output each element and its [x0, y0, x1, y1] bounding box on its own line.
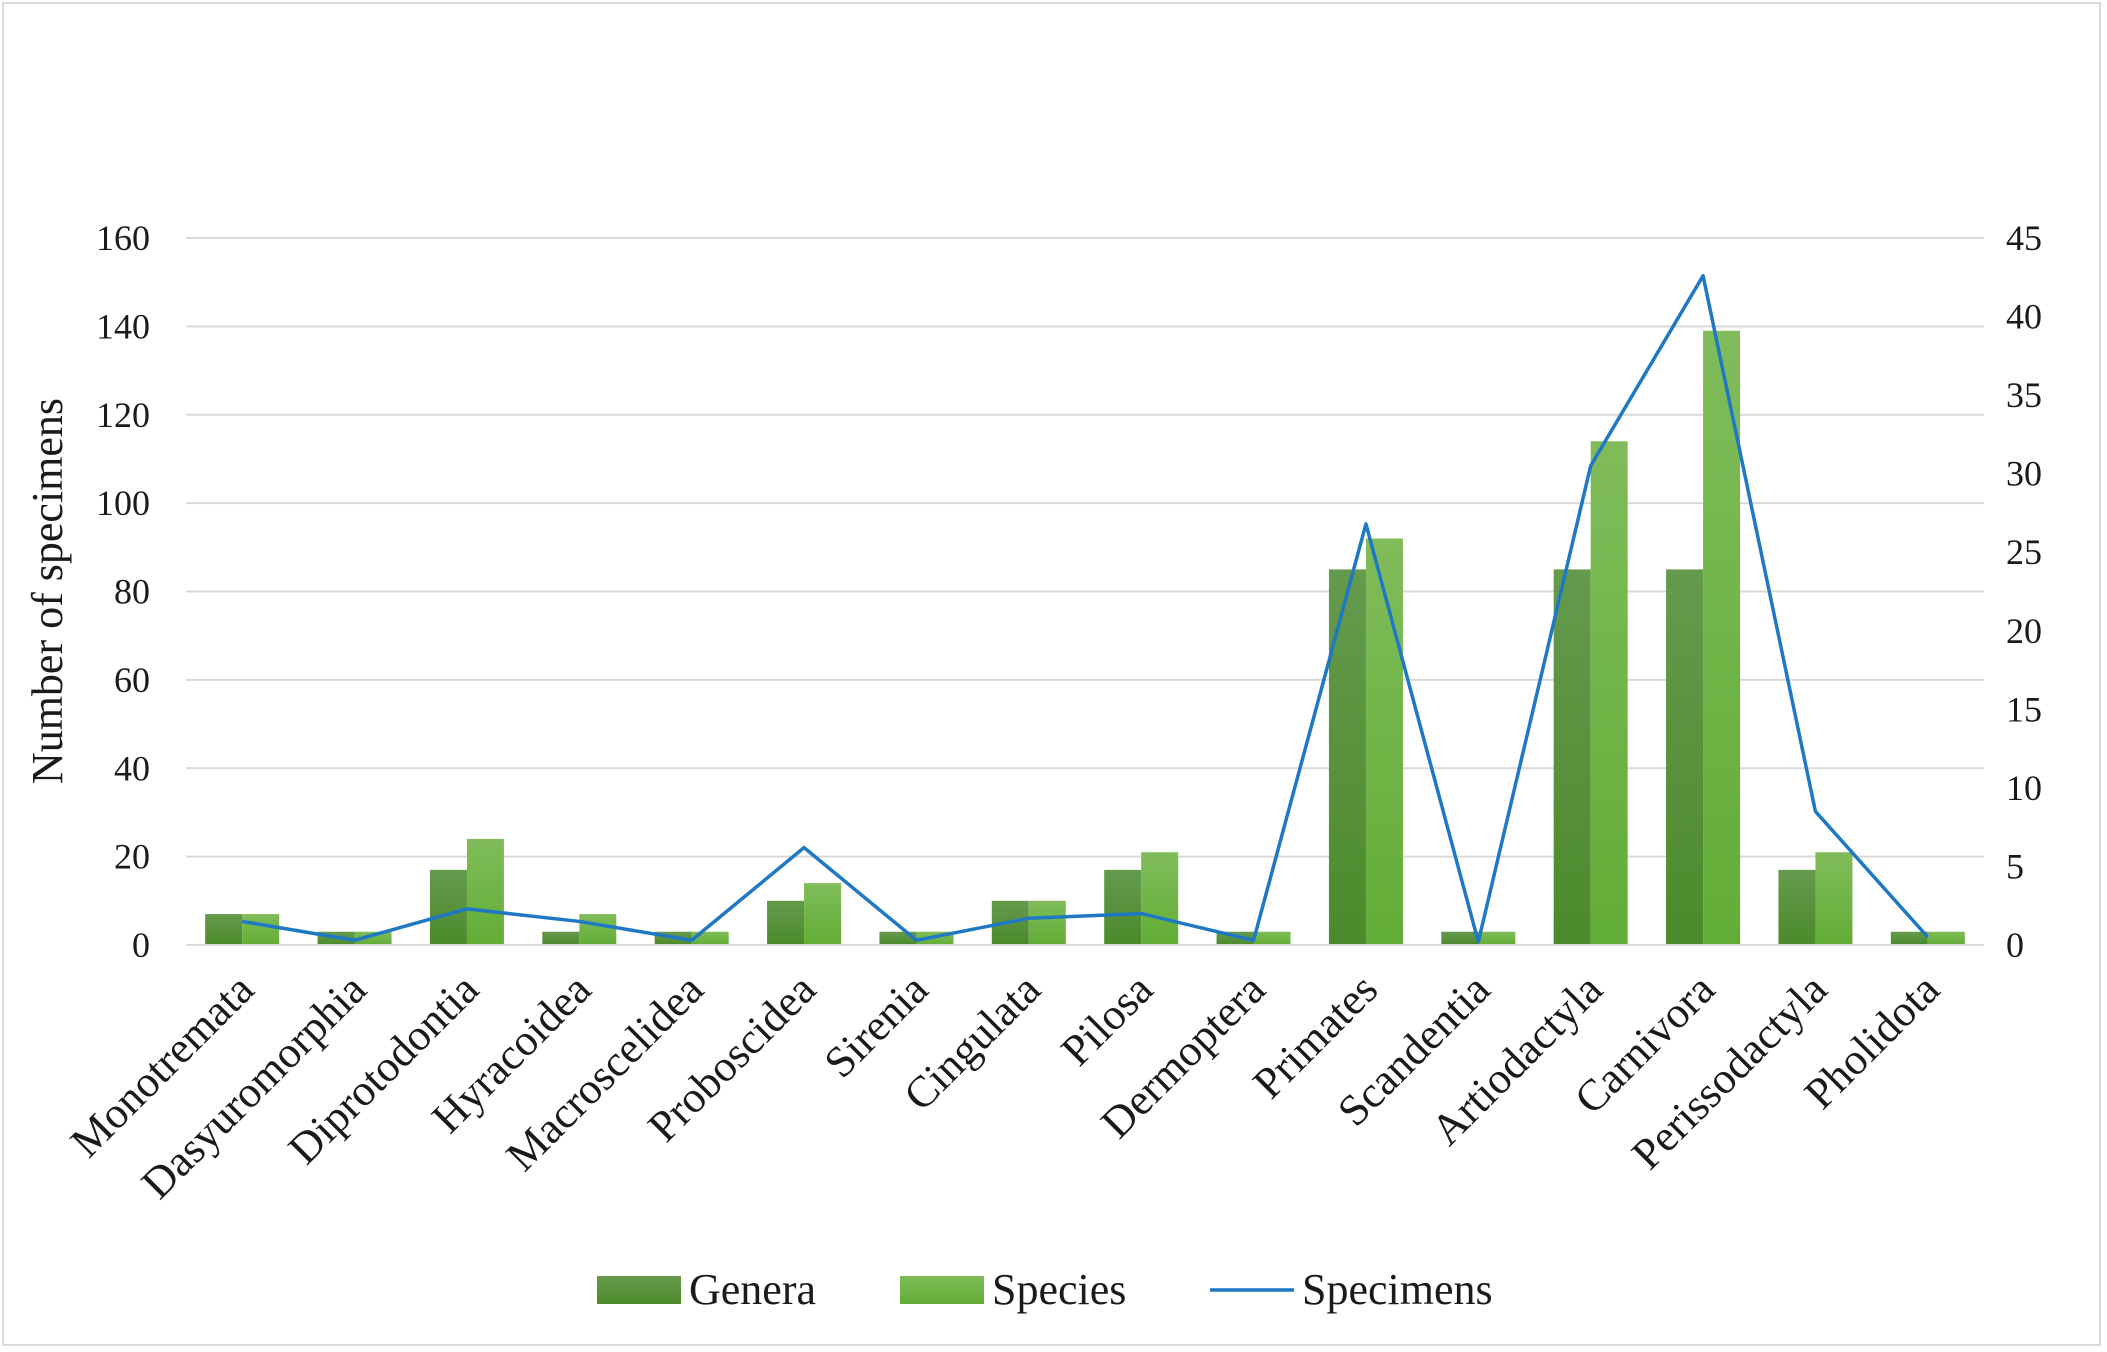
- species-bar: [579, 914, 617, 945]
- genera-bar: [1778, 869, 1816, 945]
- genera-bar: [205, 914, 243, 945]
- y2-tick-label: 35: [2006, 375, 2042, 415]
- y-tick-label: 140: [96, 306, 150, 346]
- genera-bar: [429, 869, 467, 945]
- y2-tick-label: 40: [2006, 297, 2042, 337]
- genera-bar: [1890, 931, 1928, 945]
- combo-chart: 0 20 40 60 80 100 120 140 160 0 5 10 15 20 25 30 35 40 45 M…: [23, 218, 2042, 1314]
- species-bar: [804, 883, 842, 945]
- y-axis-title: Number of specimens: [23, 398, 72, 784]
- species-bar: [1028, 900, 1066, 945]
- species-bar: [1253, 931, 1291, 945]
- y-tick-label: 20: [114, 837, 150, 877]
- y-tick-label: 0: [132, 925, 150, 965]
- category-label: Perissodactyla: [1622, 964, 1836, 1178]
- legend-swatch-species: [900, 1276, 984, 1304]
- axes: 0 20 40 60 80 100 120 140 160 0 5 10 15 20 25 30 35 40 45 M…: [61, 218, 2042, 1208]
- species-bar: [1703, 330, 1741, 945]
- legend-label-specimens: Specimens: [1302, 1265, 1493, 1314]
- y-tick-label: 120: [96, 395, 150, 435]
- species-bar: [242, 914, 280, 945]
- species-bar: [691, 931, 729, 945]
- y2-tick-label: 5: [2006, 846, 2024, 886]
- genera-bar: [542, 931, 580, 945]
- species-bar: [1927, 931, 1965, 945]
- legend-label-genera: Genera: [689, 1265, 816, 1314]
- genera-bar: [767, 900, 805, 945]
- legend: Genera Species Specimens: [597, 1265, 1493, 1314]
- species-bar: [1141, 852, 1179, 945]
- legend-label-species: Species: [992, 1265, 1126, 1314]
- species-bar: [466, 838, 504, 945]
- genera-bar: [1328, 569, 1366, 945]
- specimens-polyline: [241, 273, 1930, 944]
- genera-bar: [1666, 569, 1704, 945]
- genera-bar: [1441, 931, 1479, 945]
- y2-tick-label: 30: [2006, 454, 2042, 494]
- y-tick-label: 80: [114, 572, 150, 612]
- genera-bar: [879, 931, 917, 945]
- y-tick-label: 60: [114, 660, 150, 700]
- y-tick-label: 100: [96, 483, 150, 523]
- y2-tick-label: 25: [2006, 532, 2042, 572]
- y2-tick-label: 10: [2006, 768, 2042, 808]
- legend-swatch-genera: [597, 1276, 681, 1304]
- species-bar: [354, 931, 392, 945]
- y2-tick-label: 20: [2006, 611, 2042, 651]
- species-bar: [1815, 852, 1853, 945]
- species-bar: [1365, 538, 1403, 945]
- species-bar: [1590, 441, 1628, 945]
- category-label: Macroscelidea: [497, 964, 713, 1180]
- y-tick-label: 40: [114, 748, 150, 788]
- y-tick-label: 160: [96, 218, 150, 258]
- specimens-line: [241, 273, 1930, 944]
- gridlines: [186, 237, 1984, 858]
- species-bar: [1478, 931, 1516, 945]
- genera-bar: [1104, 869, 1142, 945]
- y2-tick-label: 15: [2006, 689, 2042, 729]
- genera-bar: [1553, 569, 1591, 945]
- y2-tick-label: 45: [2006, 218, 2042, 258]
- y2-tick-label: 0: [2006, 925, 2024, 965]
- bars: [205, 330, 1965, 945]
